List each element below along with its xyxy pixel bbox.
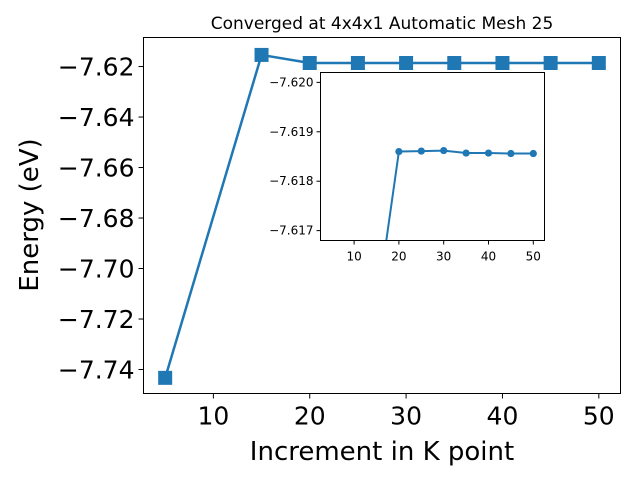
data-point-square	[399, 56, 414, 71]
data-point-square	[495, 56, 510, 71]
y-tick-label: −7.74	[58, 356, 135, 385]
y-tick-label: −7.64	[58, 103, 135, 132]
inset-x-tick-label: 30	[436, 250, 451, 264]
y-tick-label: −7.70	[58, 255, 135, 284]
main-chart: 10 20 30 40 50 −7.74 −7.72 −7.70 −7.68 −7.66 −7.6…	[15, 14, 621, 467]
inset-x-tick-label: 20	[391, 250, 406, 264]
inset-x-tick-label: 40	[481, 250, 496, 264]
chart-title: Converged at 4x4x1 Automatic Mesh 25	[211, 14, 554, 34]
data-point-square	[158, 370, 173, 385]
inset-x-tick-label: 10	[346, 250, 361, 264]
inset-y-ticks: −7.620 −7.619 −7.618 −7.617	[269, 75, 321, 238]
x-tick-label: 50	[583, 402, 615, 431]
data-point-square	[254, 47, 269, 62]
main-y-ticks: −7.74 −7.72 −7.70 −7.68 −7.66 −7.64 −7.62	[58, 53, 144, 385]
inset-data-point	[529, 149, 537, 158]
data-point-square	[591, 56, 606, 71]
x-tick-label: 40	[487, 402, 519, 431]
inset-background	[320, 72, 544, 240]
inset-data-point	[484, 149, 493, 157]
inset-chart: 10 20 30 40 50 −7.620 −7.619 −7.618 −7.617	[269, 72, 545, 264]
y-tick-label: −7.62	[58, 53, 135, 82]
data-point-square	[302, 56, 317, 71]
inset-x-ticks: 10 20 30 40 50	[346, 240, 541, 264]
x-tick-label: 30	[390, 402, 422, 431]
main-plot-content	[158, 47, 606, 385]
data-point-square	[447, 56, 462, 71]
inset-series-group	[385, 146, 537, 241]
inset-plot-content	[385, 146, 537, 241]
y-axis-label: Energy (eV)	[15, 138, 45, 291]
data-point-square	[543, 56, 558, 71]
inset-data-point	[417, 147, 425, 155]
y-tick-label: −7.68	[58, 204, 135, 233]
inset-x-tick-label: 50	[526, 250, 541, 264]
x-axis-label: Increment in K point	[250, 437, 514, 467]
inset-data-point	[395, 147, 403, 156]
inset-y-tick-label: −7.620	[269, 75, 313, 89]
inset-data-point	[507, 149, 515, 158]
inset-axes-frame	[320, 72, 545, 241]
inset-data-point	[440, 146, 448, 155]
inset-series-line	[385, 149, 534, 241]
inset-y-tick-label: −7.619	[269, 125, 313, 139]
inset-y-tick-label: −7.617	[269, 224, 313, 238]
inset-data-point	[462, 149, 470, 157]
inset-y-tick-label: −7.618	[269, 174, 313, 188]
data-point-square	[350, 56, 365, 71]
y-tick-label: −7.66	[58, 154, 135, 183]
x-tick-label: 20	[294, 402, 326, 431]
main-x-ticks: 10 20 30 40 50	[197, 393, 615, 431]
x-tick-label: 10	[197, 402, 229, 431]
y-tick-label: −7.72	[58, 305, 135, 334]
main-axes-frame	[143, 37, 621, 394]
